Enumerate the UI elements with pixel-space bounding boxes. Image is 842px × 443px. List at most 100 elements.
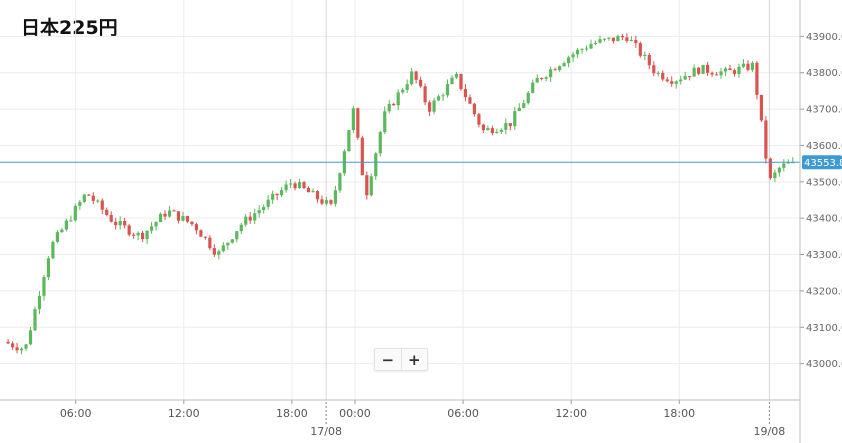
candle-body bbox=[114, 221, 118, 226]
candle-body bbox=[167, 210, 172, 217]
zoom-in-button[interactable]: + bbox=[407, 350, 421, 369]
current-price-label: 43553.8 bbox=[804, 158, 842, 169]
candle-body bbox=[91, 195, 95, 201]
candle-body bbox=[531, 82, 535, 93]
candle-body bbox=[759, 94, 764, 121]
candle-body bbox=[616, 36, 620, 42]
y-tick-label: 43900.0 bbox=[806, 32, 842, 43]
candle-body bbox=[553, 69, 557, 71]
candle-body bbox=[123, 220, 127, 226]
candle-body bbox=[82, 194, 86, 202]
candle-body bbox=[73, 205, 77, 221]
candle-body bbox=[436, 96, 441, 101]
candle-body bbox=[445, 84, 450, 96]
candle-body bbox=[575, 49, 580, 55]
candle-body bbox=[468, 97, 472, 104]
candle-body bbox=[522, 103, 526, 108]
candle-body bbox=[620, 36, 624, 38]
candle-body bbox=[481, 124, 485, 131]
candle-body bbox=[6, 341, 10, 344]
y-tick-label: 43800.0 bbox=[806, 68, 842, 79]
candle-body bbox=[427, 102, 432, 112]
date-label: 19/08 bbox=[754, 425, 786, 438]
candle-body bbox=[315, 191, 320, 200]
candle-body bbox=[746, 63, 750, 70]
candle-body bbox=[701, 64, 705, 74]
candle-body bbox=[526, 92, 530, 104]
candle-body bbox=[253, 213, 257, 221]
candle-body bbox=[185, 216, 190, 222]
candles-layer bbox=[6, 33, 795, 355]
candle-body bbox=[638, 43, 642, 56]
candle-body bbox=[33, 309, 37, 331]
candle-body bbox=[517, 107, 521, 112]
candle-body bbox=[661, 72, 665, 80]
candle-body bbox=[562, 63, 566, 67]
zoom-out-button[interactable]: − bbox=[381, 350, 395, 369]
candle-body bbox=[598, 39, 602, 43]
candle-body bbox=[611, 37, 616, 42]
candle-body bbox=[737, 66, 741, 74]
candle-body bbox=[714, 74, 719, 76]
candle-body bbox=[369, 176, 373, 196]
candle-body bbox=[271, 193, 275, 200]
candle-body bbox=[109, 214, 113, 222]
candle-body bbox=[504, 123, 508, 130]
candle-body bbox=[634, 39, 638, 44]
candle-body bbox=[64, 220, 68, 230]
candle-body bbox=[132, 234, 136, 236]
candle-body bbox=[705, 64, 710, 73]
candle-body bbox=[293, 183, 297, 189]
y-tick-label: 43000.0 bbox=[806, 359, 842, 370]
candle-body bbox=[190, 221, 194, 225]
x-tick-label: 18:00 bbox=[276, 407, 308, 420]
candle-body bbox=[786, 162, 790, 164]
candle-body bbox=[584, 48, 589, 50]
candle-body bbox=[490, 128, 494, 134]
candle-body bbox=[280, 190, 284, 196]
candle-body bbox=[19, 348, 24, 351]
candle-body bbox=[450, 77, 454, 85]
candle-body bbox=[728, 68, 732, 71]
candle-body bbox=[423, 86, 427, 103]
candle-body bbox=[643, 54, 647, 56]
candle-body bbox=[46, 258, 51, 278]
candle-body bbox=[665, 79, 669, 82]
candle-body bbox=[580, 49, 584, 51]
zoom-divider bbox=[400, 349, 402, 370]
x-tick-label: 12:00 bbox=[168, 407, 200, 420]
candle-body bbox=[768, 158, 772, 179]
candle-body bbox=[432, 100, 436, 112]
candle-body bbox=[24, 344, 28, 349]
candle-body bbox=[275, 193, 279, 196]
candle-body bbox=[410, 71, 414, 85]
candle-body bbox=[602, 38, 607, 40]
y-tick-label: 43300.0 bbox=[806, 250, 842, 261]
candle-body bbox=[221, 245, 225, 252]
candle-body bbox=[266, 199, 270, 207]
candle-body bbox=[625, 37, 629, 41]
candle-body bbox=[679, 79, 683, 82]
candle-body bbox=[607, 37, 611, 39]
candle-body bbox=[51, 241, 55, 259]
candle-body bbox=[396, 92, 400, 106]
candle-body bbox=[414, 71, 418, 80]
candle-body bbox=[463, 89, 468, 98]
candle-body bbox=[320, 199, 324, 204]
candle-body bbox=[674, 81, 678, 84]
candle-body bbox=[723, 68, 728, 72]
candle-body bbox=[629, 39, 633, 41]
candle-body bbox=[194, 224, 199, 231]
candle-body bbox=[78, 201, 82, 206]
candle-body bbox=[141, 232, 145, 240]
candle-body bbox=[284, 184, 288, 191]
current-price-badge bbox=[802, 155, 842, 170]
candle-body bbox=[764, 120, 768, 159]
candle-body bbox=[472, 103, 477, 115]
y-tick-label: 43700.0 bbox=[806, 105, 842, 116]
candle-body bbox=[212, 248, 216, 255]
candle-body bbox=[333, 190, 338, 204]
candle-body bbox=[405, 84, 409, 90]
